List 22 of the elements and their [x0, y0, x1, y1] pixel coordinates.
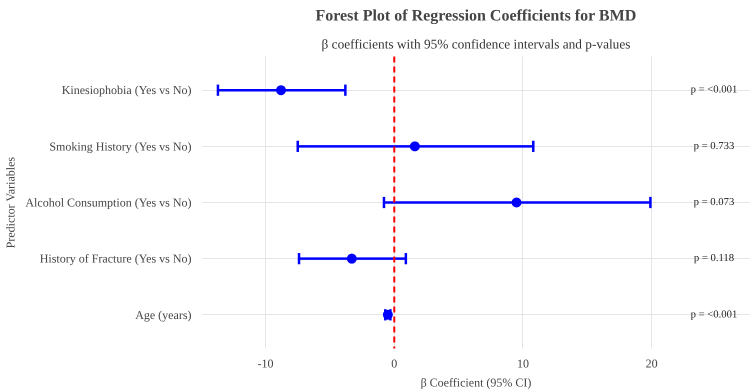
x-tick-label: 0 — [391, 356, 398, 370]
annotation: p = 0.733 — [694, 140, 734, 152]
y-tick-label: Age (years) — [135, 308, 192, 322]
point — [276, 85, 286, 96]
annotation: p = 0.073 — [694, 197, 734, 208]
x-tick-label: -10 — [258, 356, 274, 370]
chart-subtitle: β coefficients with 95% confidence intervals and p-values — [322, 36, 630, 52]
y-axis-title: Predictor Variables — [3, 156, 18, 248]
x-axis-title: β Coefficient (95% CI) — [420, 376, 532, 390]
annotation: p = <0.001 — [690, 309, 738, 320]
x-tick-label: 20 — [646, 356, 658, 370]
annotation: p = <0.001 — [690, 84, 738, 96]
point — [512, 198, 522, 208]
point — [346, 254, 357, 264]
y-tick-label: History of Fracture (Yes vs No) — [40, 252, 192, 266]
x-tick-label: 10 — [516, 356, 529, 370]
y-tick-label: Smoking History (Yes vs No) — [49, 139, 192, 154]
y-tick-label: Kinesiophobia (Yes vs No) — [62, 83, 192, 98]
point — [410, 141, 420, 152]
y-tick-label: Alcohol Consumption (Yes vs No) — [25, 196, 192, 210]
annotation: p = 0.118 — [694, 253, 734, 264]
chart-title: Forest Plot of Regression Coefficients for BMD — [315, 8, 636, 24]
